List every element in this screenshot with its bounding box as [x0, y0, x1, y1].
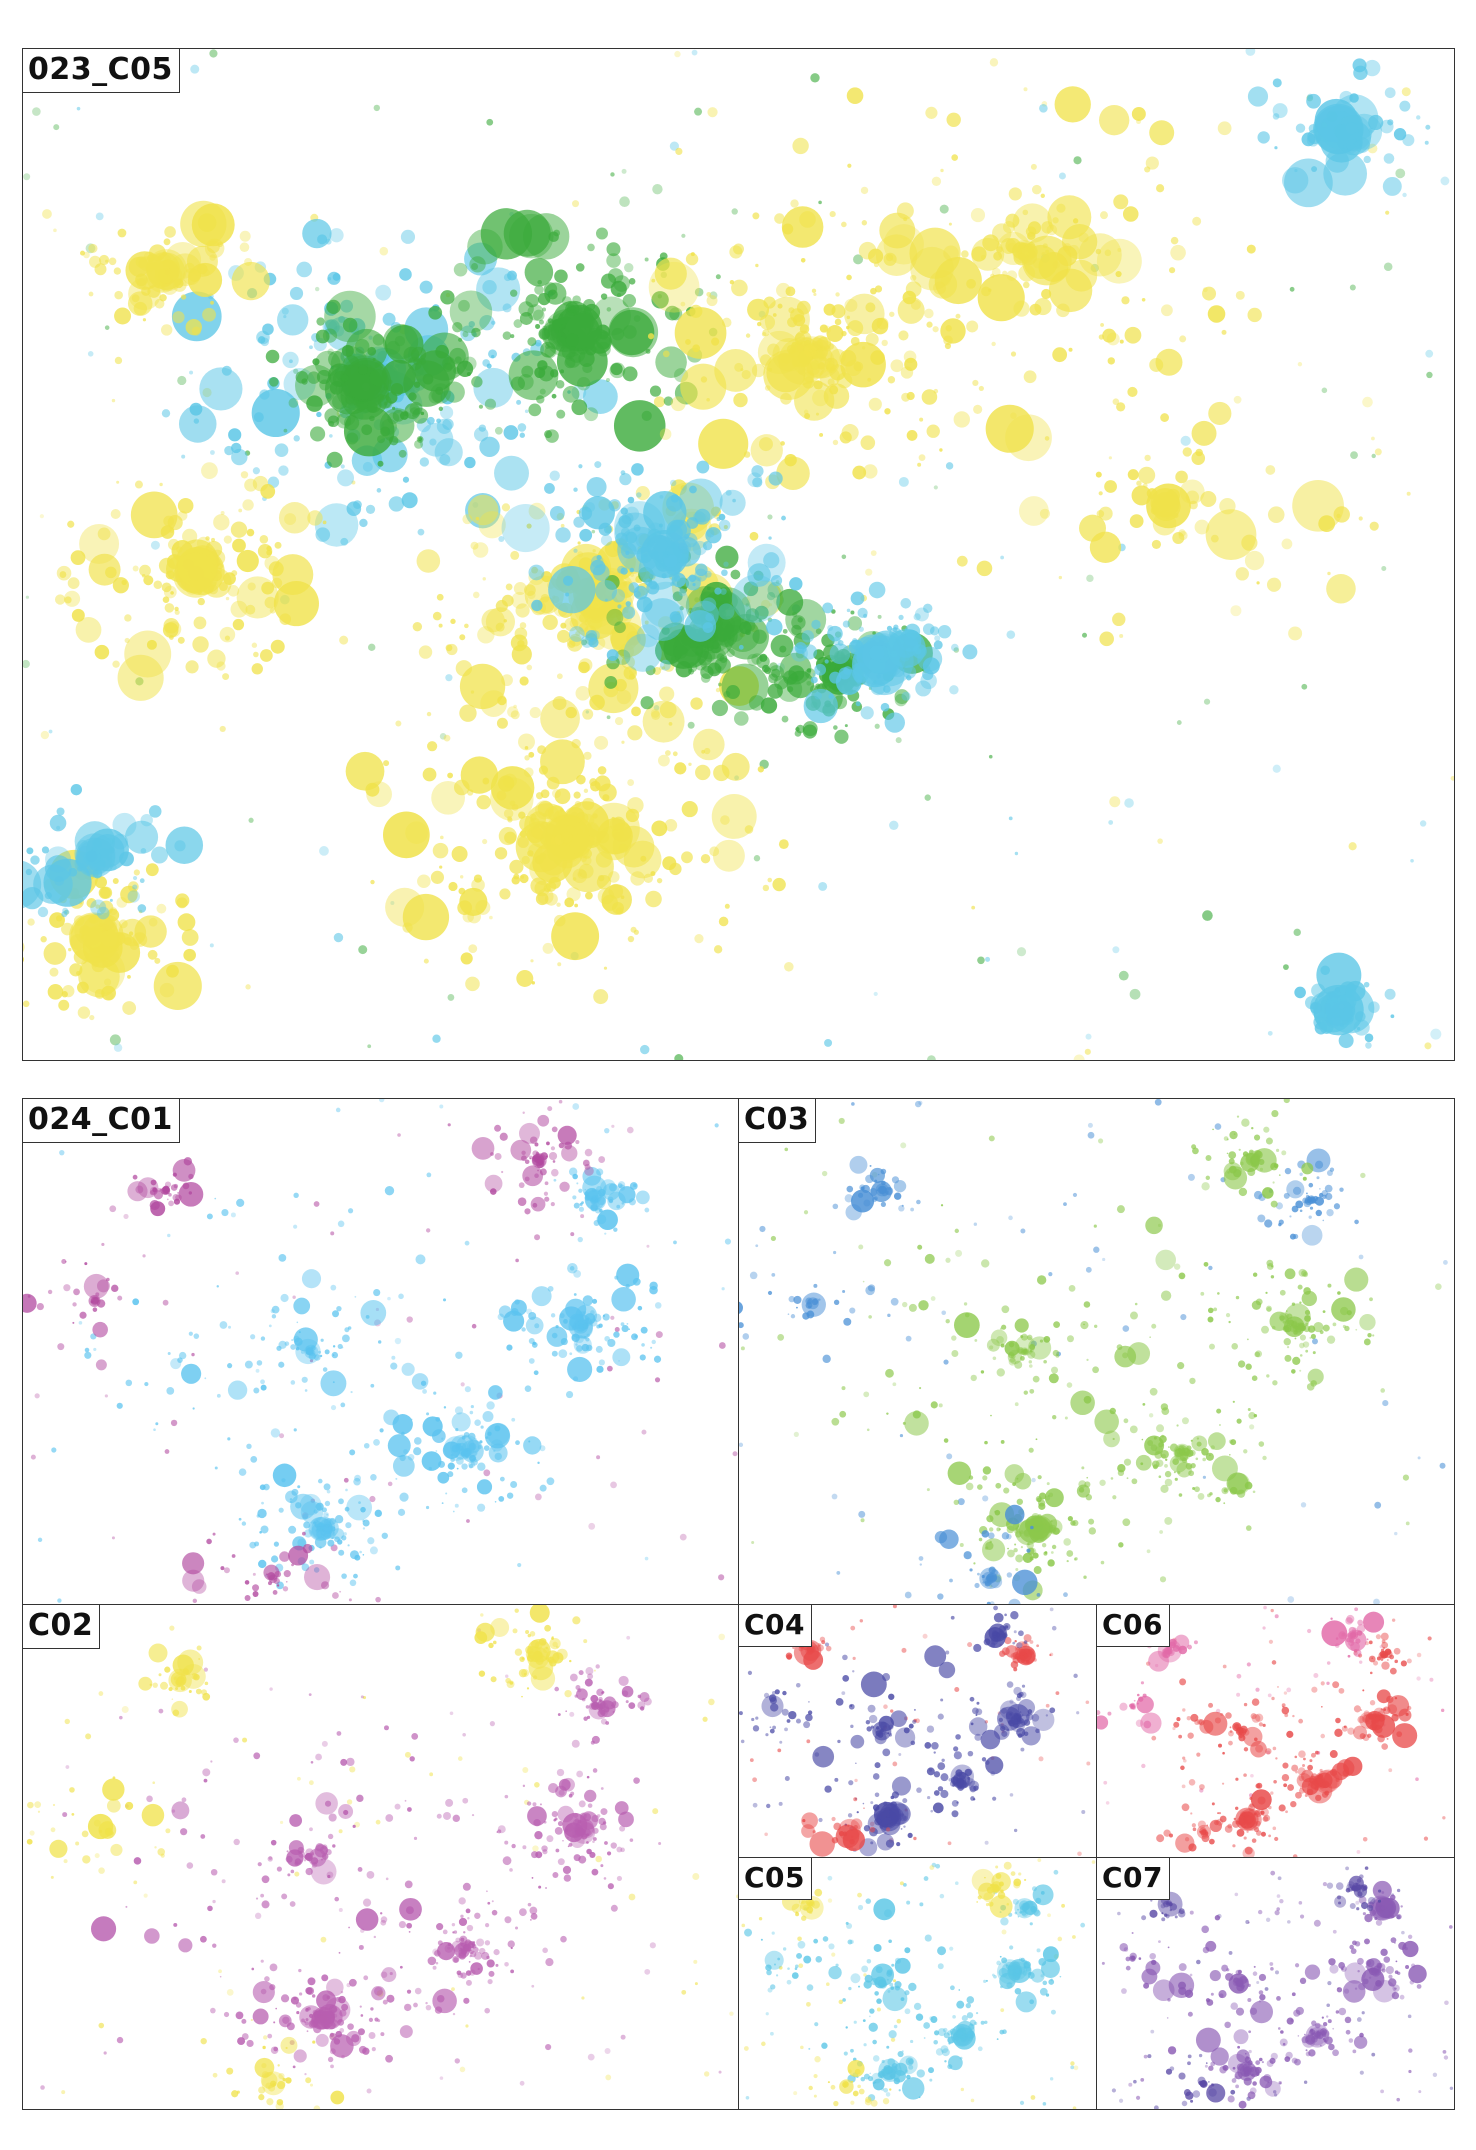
spatter-pattern-c02	[26, 1605, 738, 2109]
spatter-pattern-c06	[1097, 1605, 1446, 1857]
panel-c07: C07	[1096, 1857, 1455, 2110]
panel-label: C06	[1097, 1605, 1171, 1647]
panel-label: C07	[1097, 1858, 1171, 1900]
spatter-pattern-c04	[739, 1605, 1091, 1857]
spatter-pattern-c03	[739, 1099, 1448, 1604]
panel-c02: C02	[22, 1604, 739, 2110]
spatter-pattern-c05	[741, 1858, 1096, 2109]
panel-label: C04	[739, 1605, 813, 1647]
panel-023-c05: 023_C05	[22, 48, 1455, 1061]
panel-label: C05	[739, 1858, 813, 1900]
panel-label: C02	[23, 1605, 101, 1649]
panel-label: 023_C05	[23, 49, 180, 93]
panel-c06: C06	[1096, 1604, 1455, 1858]
spatter-pattern-c07	[1101, 1858, 1454, 2109]
panel-c03: C03	[738, 1098, 1455, 1605]
spatter-pattern-023-c05	[23, 49, 1454, 1060]
panel-c05: C05	[738, 1857, 1097, 2110]
panel-024-c01: 024_C01	[22, 1098, 739, 1605]
panel-label: 024_C01	[23, 1099, 180, 1143]
panel-label: C03	[739, 1099, 817, 1143]
panel-c04: C04	[738, 1604, 1097, 1858]
spatter-pattern-024-c01	[23, 1099, 738, 1604]
